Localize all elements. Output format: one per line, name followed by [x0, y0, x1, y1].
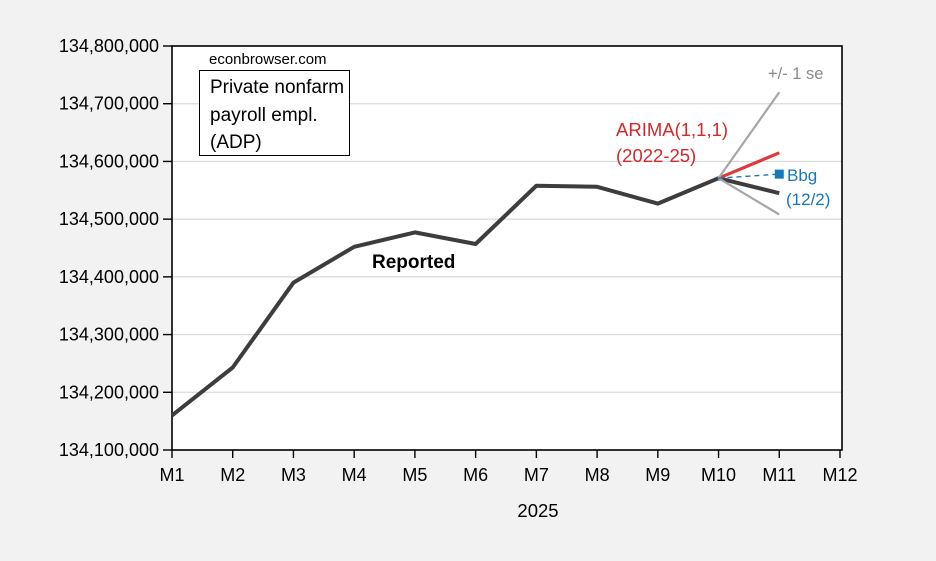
x-axis-year-label: 2025: [517, 500, 558, 521]
x-tick-label: M12: [822, 465, 857, 485]
x-tick-label: M3: [281, 465, 306, 485]
series-line-3: [717, 177, 780, 216]
y-tick-label: 134,200,000: [59, 382, 159, 402]
title-box-line-2: payroll empl.: [210, 104, 318, 126]
x-tick-label: M6: [463, 465, 488, 485]
series-line-4: [718, 173, 780, 179]
x-tick-label: M7: [524, 465, 549, 485]
x-tick-label: M4: [342, 465, 367, 485]
arima-series-label-line1: ARIMA(1,1,1): [616, 119, 729, 140]
x-tick-label: M1: [159, 465, 184, 485]
series-line-2: [717, 91, 781, 179]
series-line-1: [717, 151, 780, 180]
series-line-0: [170, 176, 780, 417]
arima-series-label-line2: (2022-25): [616, 144, 697, 166]
y-tick-label: 134,300,000: [59, 325, 159, 345]
standard-error-label: +/- 1 se: [768, 65, 824, 83]
plot-frame: [171, 45, 843, 451]
y-tick-label: 134,700,000: [59, 94, 159, 114]
title-box-line-3: (ADP): [210, 132, 262, 153]
x-tick-label: M2: [220, 465, 245, 485]
y-tick-label: 134,100,000: [59, 440, 159, 460]
bloomberg-consensus-label-line1: Bbg: [787, 166, 818, 185]
arima-series-label: ARIMA(1,1,1) (2022-25): [616, 117, 728, 168]
watermark-text: econbrowser.com: [209, 51, 327, 68]
chart-title-box: Private nonfarm payroll empl. (ADP): [199, 70, 350, 156]
x-tick-label: M11: [762, 465, 796, 485]
bloomberg-consensus-label-line2: (12/2): [786, 190, 831, 209]
title-box-line-1: Private nonfarm: [210, 77, 345, 98]
x-tick-label: M5: [402, 465, 427, 485]
x-tick-label: M9: [645, 465, 670, 485]
reported-series-label: Reported: [372, 252, 456, 273]
y-tick-label: 134,600,000: [59, 151, 159, 171]
x-tick-label: M10: [701, 465, 736, 485]
y-tick-label: 134,500,000: [59, 209, 159, 229]
y-tick-label: 134,400,000: [59, 267, 159, 287]
y-tick-label: 134,800,000: [59, 36, 159, 56]
x-tick-label: M8: [585, 465, 610, 485]
bbg-marker: [774, 169, 784, 179]
